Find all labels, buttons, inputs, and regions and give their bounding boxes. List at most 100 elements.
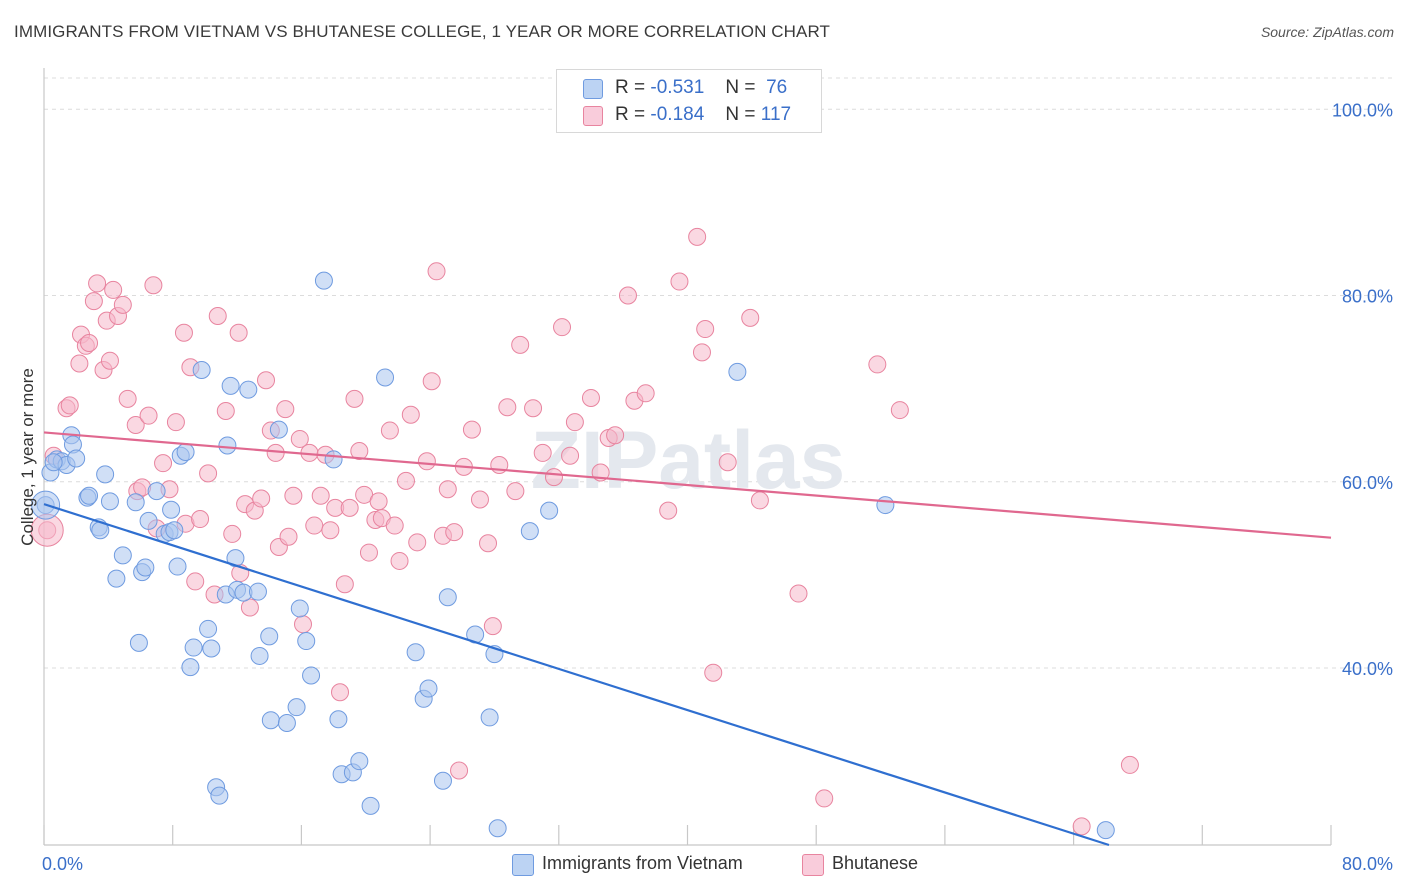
- bhutanese-point: [311, 486, 330, 505]
- vietnam-point: [438, 588, 457, 607]
- bhutanese-point: [229, 323, 248, 342]
- bhutanese-point: [470, 490, 489, 509]
- vietnam-point: [248, 582, 267, 601]
- vietnam-point: [67, 449, 86, 468]
- bhutanese-point: [561, 446, 580, 465]
- vietnam-point: [419, 679, 438, 698]
- x-tick-label-max: 80.0%: [1342, 854, 1393, 874]
- bhutanese-point: [479, 534, 498, 553]
- legend-swatch-bhutanese: [583, 106, 603, 126]
- vietnam-point: [361, 796, 380, 815]
- r-label: R =: [615, 77, 646, 98]
- vietnam-point: [221, 376, 240, 395]
- bhutanese-point: [84, 292, 103, 311]
- vietnam-point: [218, 436, 237, 455]
- bhutanese-point: [553, 318, 572, 337]
- y-tick-label: 40.0%: [1342, 659, 1393, 679]
- legend-swatch-vietnam: [512, 854, 534, 876]
- vietnam-point: [329, 710, 348, 729]
- vietnam-point: [376, 368, 395, 387]
- vietnam-point: [520, 522, 539, 541]
- bhutanese-point: [422, 372, 441, 391]
- bhutanese-point: [636, 384, 655, 403]
- bhutanese-point: [331, 683, 350, 702]
- bhutanese-point: [276, 400, 295, 419]
- vietnam-point: [540, 501, 559, 520]
- vietnam-point: [210, 786, 229, 805]
- bhutanese-point: [350, 442, 369, 461]
- bhutanese-point: [408, 533, 427, 552]
- bhutanese-point: [618, 286, 637, 305]
- vietnam-point: [202, 639, 221, 658]
- n-value: 76: [766, 77, 788, 98]
- bhutanese-point: [174, 323, 193, 342]
- bhutanese-point: [750, 491, 769, 510]
- vietnam-point: [287, 698, 306, 717]
- bhutanese-point: [438, 480, 457, 499]
- bhutanese-point: [191, 510, 210, 529]
- bhutanese-point: [126, 415, 145, 434]
- bhutanese-point: [380, 421, 399, 440]
- data-points: [30, 227, 1139, 840]
- bhutanese-point: [544, 468, 563, 487]
- vietnam-point: [44, 453, 63, 472]
- bhutanese-point: [565, 413, 584, 432]
- bhutanese-point: [696, 320, 715, 339]
- bhutanese-point: [417, 452, 436, 471]
- vietnam-point: [261, 711, 280, 730]
- bhutanese-point: [670, 272, 689, 291]
- bhutanese-point: [427, 262, 446, 281]
- r-label: R =: [615, 104, 646, 125]
- bhutanese-point: [462, 420, 481, 439]
- vietnam-point: [100, 492, 119, 511]
- bhutanese-point: [498, 398, 517, 417]
- bhutanese-point: [741, 308, 760, 327]
- trend-lines: [43, 431, 1332, 847]
- vietnam-point: [239, 380, 258, 399]
- vietnam-point: [302, 666, 321, 685]
- bhutanese-point: [450, 761, 469, 780]
- bhutanese-point: [483, 617, 502, 636]
- vietnam-point: [129, 633, 148, 652]
- bhutanese-point: [385, 516, 404, 535]
- n-value: 117: [760, 104, 792, 125]
- bhutanese-point: [290, 429, 309, 448]
- bhutanese-point: [606, 426, 625, 445]
- vietnam-point: [433, 771, 452, 790]
- bhutanese-point: [166, 413, 185, 432]
- vietnam-point: [147, 482, 166, 501]
- bhutanese-point: [113, 295, 132, 314]
- vietnam-point: [113, 546, 132, 565]
- vietnam-point: [176, 442, 195, 461]
- bhutanese-point: [533, 443, 552, 462]
- vietnam-point: [269, 420, 288, 439]
- bhutanese-point: [216, 402, 235, 421]
- vietnam-point: [1096, 821, 1115, 840]
- vietnam-point: [165, 521, 184, 540]
- vietnam-point: [168, 557, 187, 576]
- bhutanese-point: [60, 396, 79, 415]
- vietnam-trend-line: [43, 503, 1110, 847]
- bhutanese-point: [688, 227, 707, 246]
- source-credit: Source: ZipAtlas.com: [1260, 24, 1394, 40]
- vietnam-point: [199, 619, 218, 638]
- vietnam-point: [192, 361, 211, 380]
- bhutanese-point: [345, 389, 364, 408]
- n-label: N =: [725, 104, 756, 125]
- chart-title: IMMIGRANTS FROM VIETNAM VS BHUTANESE COL…: [14, 22, 831, 41]
- bhutanese-point: [445, 523, 464, 542]
- vietnam-point: [480, 708, 499, 727]
- bhutanese-point: [284, 486, 303, 505]
- vietnam-point: [96, 465, 115, 484]
- bhutanese-point: [321, 521, 340, 540]
- bhutanese-point: [401, 405, 420, 424]
- vietnam-point: [324, 450, 343, 469]
- vietnam-point: [728, 362, 747, 381]
- legend-label-bhutanese: Bhutanese: [832, 853, 919, 873]
- n-label: N =: [725, 77, 756, 98]
- y-tick-label: 60.0%: [1342, 473, 1393, 493]
- vietnam-point: [406, 643, 425, 662]
- legend-label-vietnam: Immigrants from Vietnam: [542, 853, 743, 873]
- bhutanese-point: [868, 355, 887, 374]
- y-tick-label: 100.0%: [1332, 100, 1393, 120]
